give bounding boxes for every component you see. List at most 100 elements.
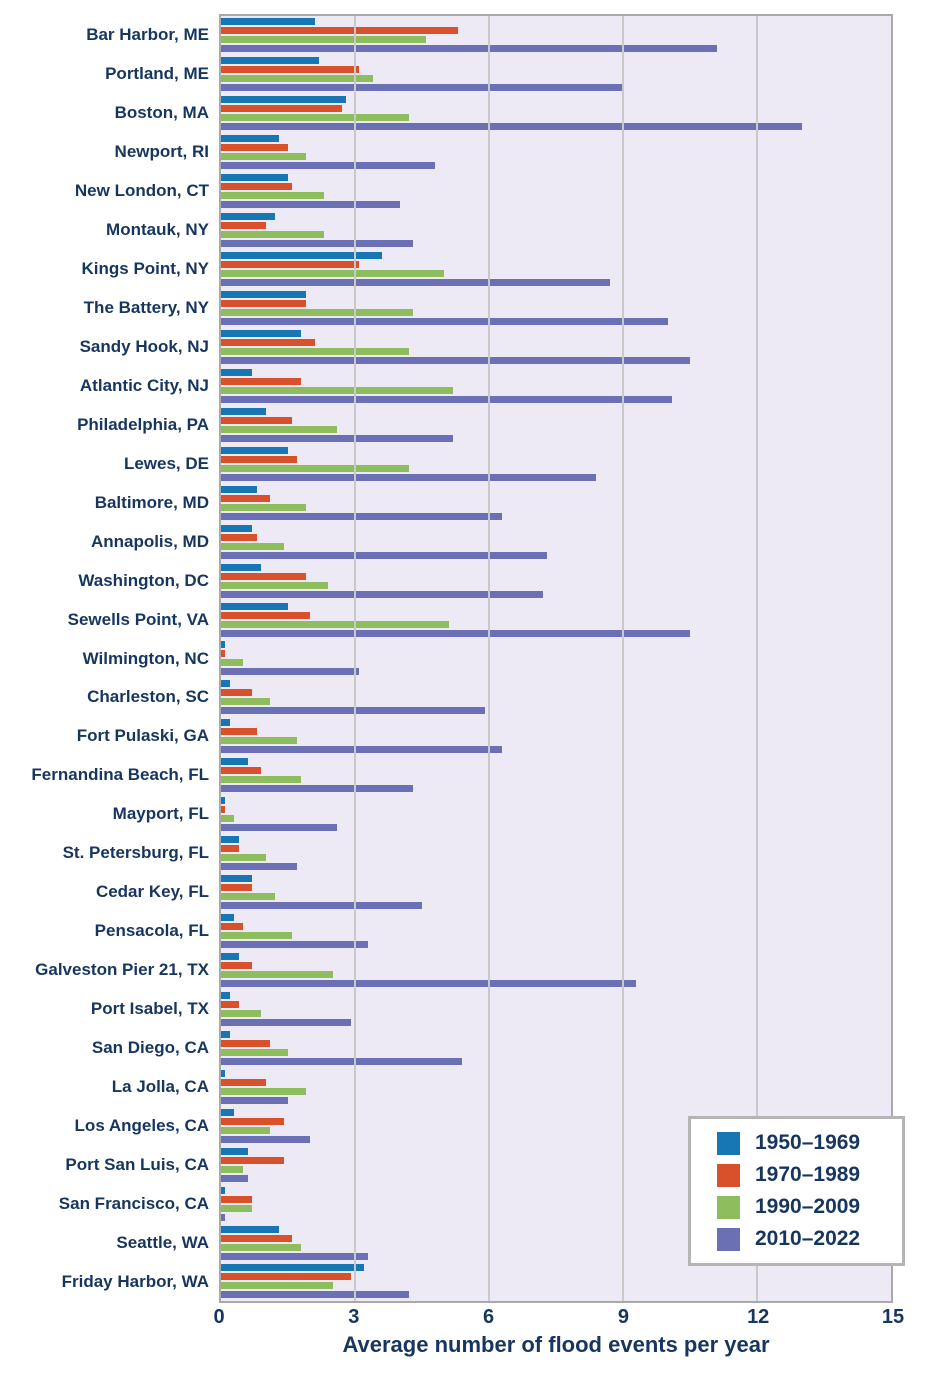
legend-item: 2010–2022 bbox=[717, 1227, 896, 1251]
bar-2010-2022 bbox=[221, 590, 543, 598]
legend-swatch bbox=[717, 1227, 740, 1251]
bar-2010-2022 bbox=[221, 1291, 409, 1299]
category-label: Sandy Hook, NJ bbox=[79, 336, 209, 356]
bar-1990-2009 bbox=[221, 192, 324, 200]
bar-1970-1989 bbox=[221, 222, 266, 230]
bar-group bbox=[221, 289, 891, 328]
category-label: Bar Harbor, ME bbox=[86, 25, 209, 45]
category-label: Philadelphia, PA bbox=[77, 414, 209, 434]
gridline bbox=[622, 16, 624, 1301]
bar-1970-1989 bbox=[221, 650, 226, 658]
bar-1990-2009 bbox=[221, 1087, 306, 1095]
category-label: Los Angeles, CA bbox=[74, 1115, 209, 1135]
bar-group bbox=[221, 639, 891, 678]
category-label: Kings Point, NY bbox=[81, 259, 210, 279]
bar-2010-2022 bbox=[221, 785, 414, 793]
bar-1950-1969 bbox=[221, 1108, 235, 1116]
bar-group bbox=[221, 366, 891, 405]
bar-rows bbox=[221, 16, 891, 1301]
bar-group bbox=[221, 561, 891, 600]
bar-1950-1969 bbox=[221, 291, 306, 299]
bar-1990-2009 bbox=[221, 698, 271, 706]
category-label: Atlantic City, NJ bbox=[79, 375, 209, 395]
bar-2010-2022 bbox=[221, 824, 338, 832]
bar-2010-2022 bbox=[221, 551, 548, 559]
bar-group bbox=[221, 483, 891, 522]
bar-1970-1989 bbox=[221, 183, 293, 191]
bar-1990-2009 bbox=[221, 231, 324, 239]
bar-1970-1989 bbox=[221, 455, 297, 463]
legend-swatch bbox=[717, 1131, 740, 1155]
bar-1990-2009 bbox=[221, 659, 244, 667]
bar-1970-1989 bbox=[221, 961, 253, 969]
bar-2010-2022 bbox=[221, 629, 690, 637]
category-label: New London, CT bbox=[74, 181, 209, 201]
bar-1990-2009 bbox=[221, 542, 284, 550]
bar-1990-2009 bbox=[221, 970, 333, 978]
bar-1990-2009 bbox=[221, 425, 338, 433]
bar-group bbox=[221, 444, 891, 483]
bar-1950-1969 bbox=[221, 914, 235, 922]
category-label: Fernandina Beach, FL bbox=[31, 765, 209, 785]
bar-2010-2022 bbox=[221, 1057, 463, 1065]
category-label: St. Petersburg, FL bbox=[62, 843, 209, 863]
bar-2010-2022 bbox=[221, 162, 436, 170]
bar-2010-2022 bbox=[221, 1018, 351, 1026]
bar-1970-1989 bbox=[221, 300, 306, 308]
bar-group bbox=[221, 989, 891, 1028]
category-label: Cedar Key, FL bbox=[95, 882, 209, 902]
category-label: San Diego, CA bbox=[91, 1037, 209, 1057]
bar-1950-1969 bbox=[221, 875, 253, 883]
bar-2010-2022 bbox=[221, 356, 690, 364]
bar-group bbox=[221, 405, 891, 444]
bar-1970-1989 bbox=[221, 728, 257, 736]
bar-1990-2009 bbox=[221, 309, 414, 317]
legend-label: 1970–1989 bbox=[755, 1163, 861, 1186]
bar-2010-2022 bbox=[221, 746, 503, 754]
bar-group bbox=[221, 1262, 891, 1301]
bar-1950-1969 bbox=[221, 797, 226, 805]
bar-1990-2009 bbox=[221, 620, 449, 628]
bar-group bbox=[221, 1223, 891, 1262]
category-label: Port Isabel, TX bbox=[90, 998, 209, 1018]
bar-1950-1969 bbox=[221, 836, 239, 844]
bar-2010-2022 bbox=[221, 1096, 288, 1104]
bar-1950-1969 bbox=[221, 446, 288, 454]
x-axis-title: Average number of flood events per year bbox=[342, 1332, 770, 1357]
bar-1990-2009 bbox=[221, 737, 297, 745]
bar-1950-1969 bbox=[221, 96, 347, 104]
bar-1970-1989 bbox=[221, 105, 342, 113]
bar-1970-1989 bbox=[221, 845, 239, 853]
bar-2010-2022 bbox=[221, 84, 623, 92]
bar-1950-1969 bbox=[221, 680, 230, 688]
bar-group bbox=[221, 834, 891, 873]
category-label: San Francisco, CA bbox=[58, 1193, 209, 1213]
legend: 1950–1969 1970–1989 1990–2009 2010–2022 bbox=[688, 1116, 905, 1266]
bar-1950-1969 bbox=[221, 485, 257, 493]
bar-group bbox=[221, 1184, 891, 1223]
bar-1970-1989 bbox=[221, 338, 315, 346]
bar-group bbox=[221, 1028, 891, 1067]
legend-label: 1990–2009 bbox=[755, 1195, 861, 1218]
bar-2010-2022 bbox=[221, 668, 360, 676]
bar-1950-1969 bbox=[221, 57, 320, 65]
bar-1990-2009 bbox=[221, 114, 409, 122]
bar-2010-2022 bbox=[221, 1252, 369, 1260]
category-label: Fort Pulaski, GA bbox=[76, 726, 209, 746]
bar-1950-1969 bbox=[221, 524, 253, 532]
bar-group bbox=[221, 211, 891, 250]
bar-1950-1969 bbox=[221, 1030, 230, 1038]
bar-1950-1969 bbox=[221, 368, 253, 376]
x-tick-label: 12 bbox=[747, 1306, 770, 1328]
bar-2010-2022 bbox=[221, 45, 717, 53]
category-label: Baltimore, MD bbox=[94, 492, 209, 512]
x-tick-label: 9 bbox=[617, 1306, 629, 1328]
x-tick-label: 0 bbox=[213, 1306, 225, 1328]
legend-item: 1950–1969 bbox=[717, 1131, 896, 1155]
category-label: Port San Luis, CA bbox=[65, 1154, 209, 1174]
bar-group bbox=[221, 250, 891, 289]
bar-1970-1989 bbox=[221, 923, 244, 931]
bar-1970-1989 bbox=[221, 1234, 293, 1242]
bar-1970-1989 bbox=[221, 1000, 239, 1008]
bar-1990-2009 bbox=[221, 1126, 271, 1134]
